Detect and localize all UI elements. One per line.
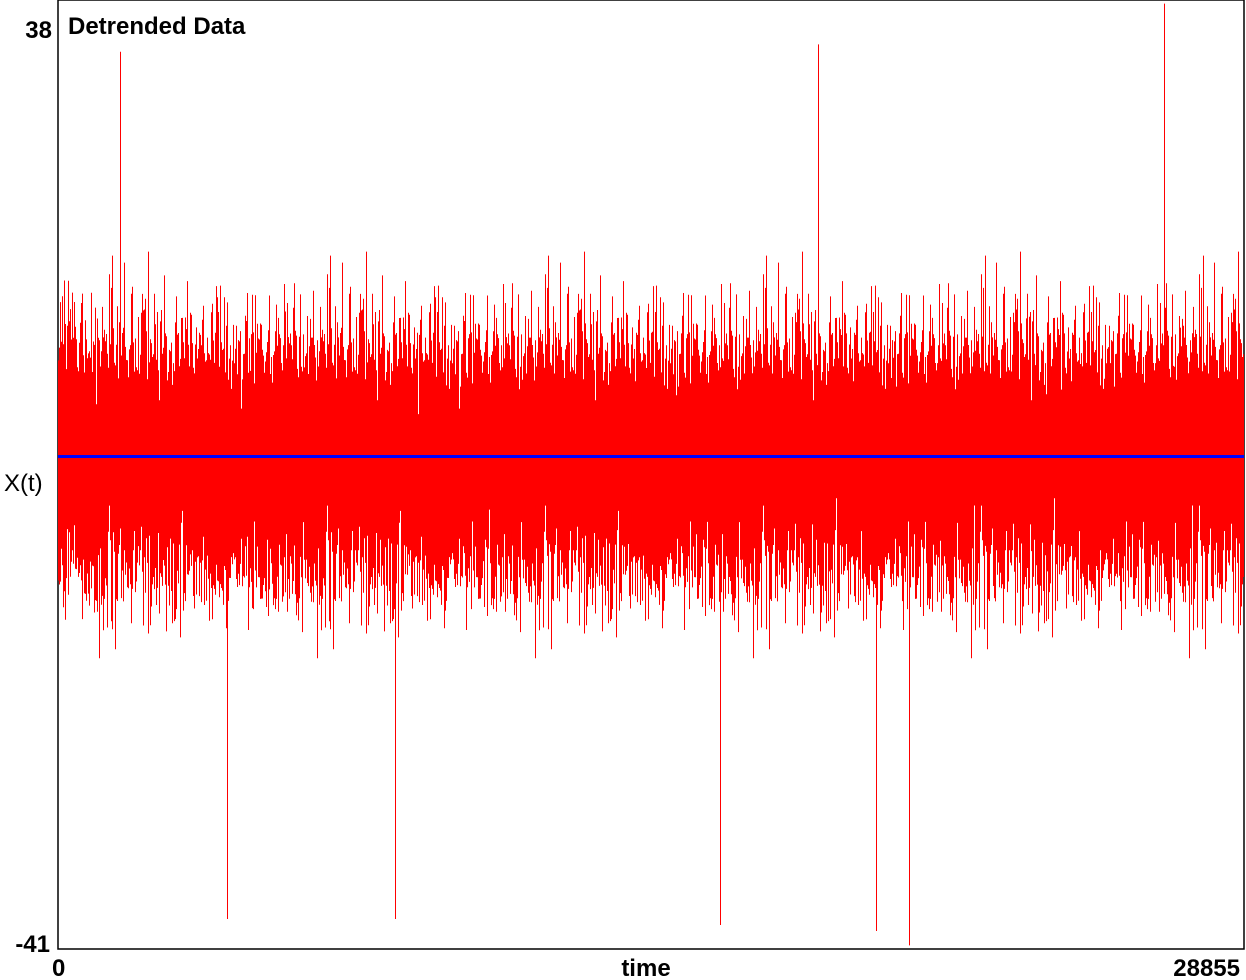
x-axis-label: time — [621, 955, 670, 980]
x-max-tick-label: 28855 — [1173, 955, 1240, 980]
y-max-tick-label: 38 — [25, 17, 52, 44]
chart-title: Detrended Data — [68, 13, 246, 40]
signal-series — [58, 3, 1244, 946]
y-min-tick-label: -41 — [15, 931, 50, 958]
x-min-tick-label: 0 — [52, 955, 65, 980]
y-axis-label: X(t) — [4, 470, 43, 497]
signal-trace — [58, 3, 1244, 946]
